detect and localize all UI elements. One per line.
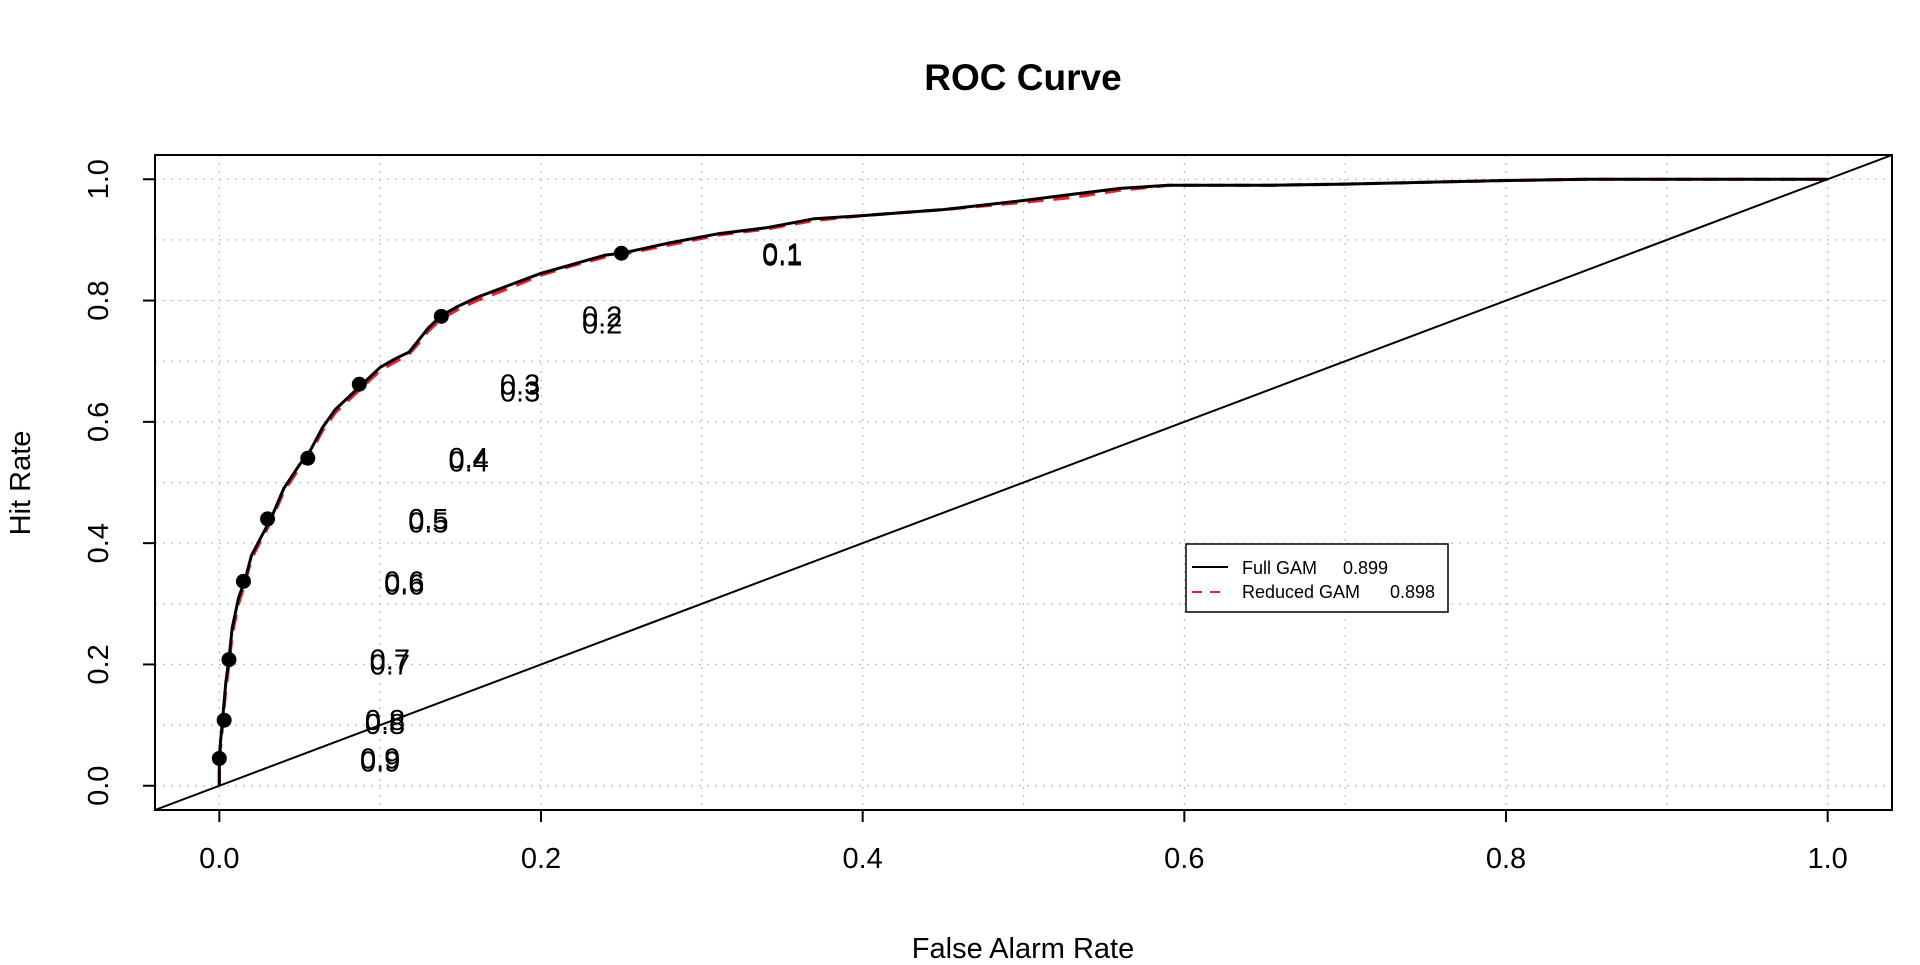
y-tick-label: 0.4 xyxy=(83,523,115,563)
threshold-label: 0.3 xyxy=(500,377,540,409)
threshold-label: 0.2 xyxy=(582,309,622,341)
threshold-layer: 0.90.80.70.60.50.40.30.20.10.90.80.70.60… xyxy=(211,238,802,778)
threshold-label: 0.4 xyxy=(448,446,488,478)
threshold-label: 0.2 xyxy=(582,301,622,333)
threshold-point xyxy=(300,450,316,466)
threshold-point xyxy=(433,308,449,324)
full-gam-line xyxy=(217,177,1828,786)
threshold-label: 0.5 xyxy=(408,504,448,536)
grid-layer xyxy=(155,155,1892,810)
axis-layer: 0.00.00.20.20.40.40.60.60.80.81.01.0 xyxy=(83,159,1848,875)
x-tick-label: 1.0 xyxy=(1808,843,1848,875)
legend: Full GAM 0.899 Reduced GAM 0.898 xyxy=(1185,543,1449,613)
threshold-label: 0.8 xyxy=(365,709,405,741)
y-tick-label: 0.0 xyxy=(83,766,115,806)
threshold-point xyxy=(613,245,629,261)
threshold-label: 0.5 xyxy=(408,508,448,540)
threshold-label: 0.1 xyxy=(762,238,802,270)
threshold-label: 0.4 xyxy=(448,443,488,475)
threshold-label: 0.6 xyxy=(384,566,424,598)
threshold-label: 0.8 xyxy=(365,705,405,737)
legend-reduced-gam-score: 0.898 xyxy=(1390,582,1435,602)
threshold-label: 0.6 xyxy=(384,569,424,601)
x-tick-label: 0.2 xyxy=(521,843,561,875)
y-axis-label: Hit Rate xyxy=(5,431,37,536)
x-tick-label: 0.0 xyxy=(199,843,239,875)
legend-box xyxy=(1185,543,1449,613)
chart-title: ROC Curve xyxy=(924,57,1121,98)
legend-reduced-gam-name: Reduced GAM xyxy=(1242,582,1360,602)
legend-full-gam-name: Full GAM xyxy=(1242,558,1317,578)
y-tick-label: 0.6 xyxy=(83,402,115,442)
threshold-point xyxy=(351,376,367,392)
threshold-label: 0.7 xyxy=(370,645,410,677)
threshold-label: 0.3 xyxy=(500,369,540,401)
threshold-label: 0.7 xyxy=(370,649,410,681)
threshold-point xyxy=(221,652,237,668)
y-tick-label: 0.8 xyxy=(83,280,115,320)
x-tick-label: 0.8 xyxy=(1486,843,1526,875)
series-layer xyxy=(217,177,1828,786)
x-tick-label: 0.6 xyxy=(1164,843,1204,875)
x-tick-label: 0.4 xyxy=(843,843,883,875)
threshold-point xyxy=(216,712,232,728)
threshold-point xyxy=(235,573,251,589)
legend-full-gam-score: 0.899 xyxy=(1343,558,1388,578)
threshold-label: 0.9 xyxy=(360,743,400,775)
threshold-point xyxy=(260,511,276,527)
threshold-label: 0.1 xyxy=(762,241,802,273)
y-tick-label: 1.0 xyxy=(83,159,115,199)
plot-frame xyxy=(154,154,1893,811)
chance-diagonal-line xyxy=(154,154,1893,811)
threshold-point xyxy=(211,750,227,766)
x-axis-label: False Alarm Rate xyxy=(912,933,1134,960)
threshold-label: 0.9 xyxy=(360,746,400,778)
y-tick-label: 0.2 xyxy=(83,644,115,684)
